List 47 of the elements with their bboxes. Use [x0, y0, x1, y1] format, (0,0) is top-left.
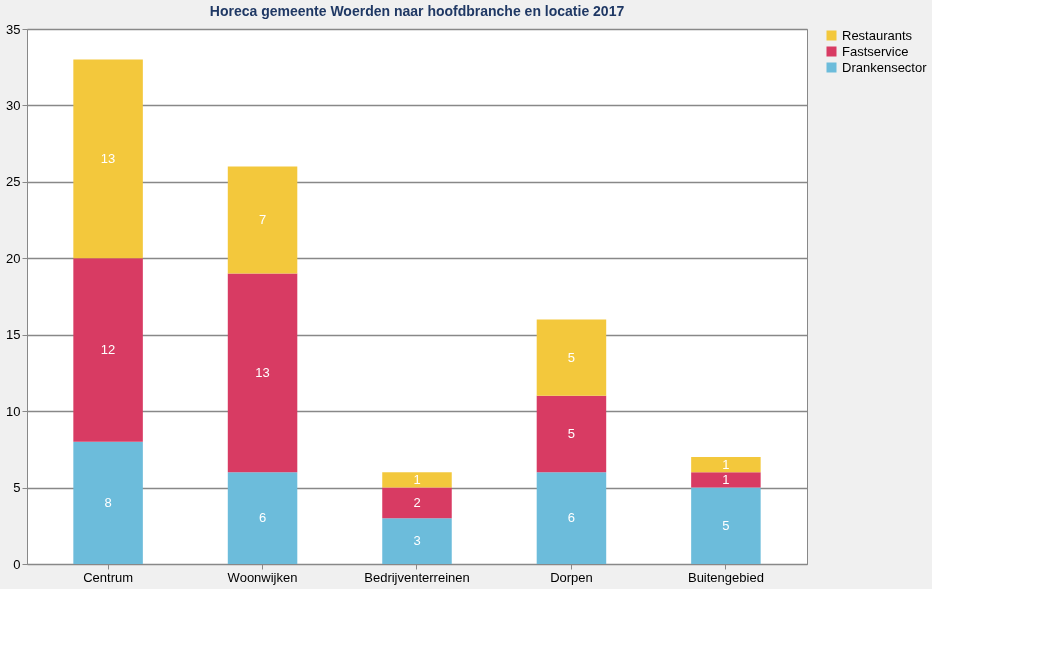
data-label: 1: [722, 456, 730, 472]
bar: [382, 518, 452, 564]
y-tick-label: 5: [13, 480, 21, 496]
y-tick-label: 25: [6, 174, 21, 190]
bar: [691, 472, 761, 488]
legend-label: Fastservice: [842, 43, 909, 59]
bar: [536, 395, 607, 473]
y-tick-label: 0: [13, 556, 21, 572]
bar: [73, 441, 143, 564]
bar: [73, 258, 143, 442]
legend-label: Drankensector: [842, 59, 928, 75]
data-label: 8: [104, 494, 112, 510]
bar: [382, 472, 452, 488]
x-tick-label: Buitengebied: [687, 569, 764, 585]
bar: [536, 319, 607, 396]
data-label: 6: [567, 510, 576, 526]
y-tick-label: 30: [6, 97, 21, 113]
bar: [382, 487, 452, 519]
data-label: 5: [567, 426, 576, 442]
data-label: 13: [100, 150, 116, 166]
bar: [73, 59, 143, 259]
y-tick-label: 15: [6, 327, 21, 343]
data-label: 12: [100, 342, 116, 357]
y-tick-label: 10: [6, 403, 21, 419]
data-label: 1: [722, 471, 730, 487]
x-tick-label: Dorpen: [550, 569, 593, 585]
x-tick-label: Bedrijventerreinen: [364, 569, 470, 585]
bar: [227, 273, 298, 473]
data-label: 2: [413, 494, 421, 510]
y-tick-label: 35: [6, 21, 21, 37]
bar: [691, 487, 761, 564]
bar: [536, 472, 607, 564]
data-label: 5: [567, 349, 576, 365]
bar: [227, 166, 298, 274]
data-label: 1: [413, 471, 421, 487]
chart-title: Horeca gemeente Woerden naar hoofdbranche en locatie 2017: [209, 3, 625, 19]
data-label: 7: [258, 212, 267, 228]
legend-label: Restaurants: [842, 27, 913, 43]
data-label: 6: [258, 510, 267, 526]
x-tick-label: Woonwijken: [227, 569, 298, 585]
data-label: 13: [255, 364, 270, 380]
x-tick-label: Centrum: [83, 569, 134, 585]
data-label: 3: [413, 533, 421, 549]
data-label: 5: [722, 517, 730, 533]
bar: [691, 457, 761, 473]
bar: [227, 472, 298, 564]
y-tick-label: 20: [6, 250, 21, 266]
